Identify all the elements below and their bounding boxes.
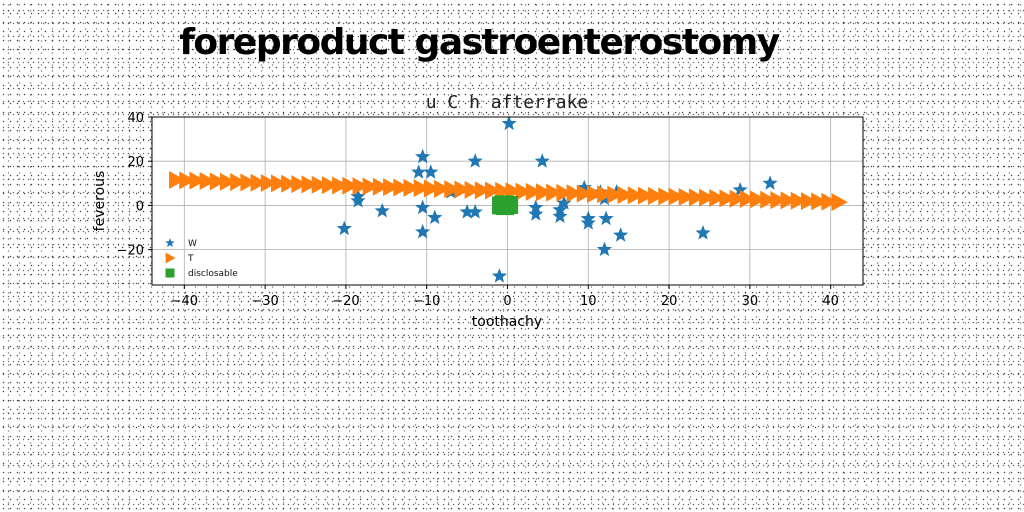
x-tick-label: 20 bbox=[661, 294, 678, 309]
x-tick-label: 40 bbox=[822, 294, 839, 309]
x-tick-label: −30 bbox=[251, 294, 278, 309]
legend-label: T bbox=[187, 254, 194, 264]
x-tick-label: −40 bbox=[171, 294, 198, 309]
y-tick-label: −20 bbox=[117, 244, 144, 259]
x-tick-label: 0 bbox=[503, 294, 511, 309]
y-tick-label: 0 bbox=[136, 199, 144, 214]
x-tick-label: 10 bbox=[580, 294, 597, 309]
chart-title: u C h afterrake bbox=[426, 92, 589, 113]
x-tick-label: 30 bbox=[742, 294, 759, 309]
legend-label: W bbox=[188, 239, 197, 249]
legend-label: disclosable bbox=[188, 269, 238, 279]
square-point bbox=[494, 195, 512, 213]
y-axis-label: feverous bbox=[92, 171, 108, 232]
y-ticks: −20 0 20 40 bbox=[117, 111, 152, 259]
y-tick-label: 40 bbox=[127, 111, 144, 126]
x-tick-label: −20 bbox=[332, 294, 359, 309]
series-disclosable bbox=[492, 195, 518, 215]
y-tick-label: 20 bbox=[127, 155, 144, 170]
legend-square-icon bbox=[166, 269, 175, 278]
x-axis-label: toothachy bbox=[472, 314, 542, 330]
x-ticks: −40 −30 −20 −10 0 10 20 30 40 bbox=[171, 285, 839, 309]
x-tick-label: −10 bbox=[413, 294, 440, 309]
